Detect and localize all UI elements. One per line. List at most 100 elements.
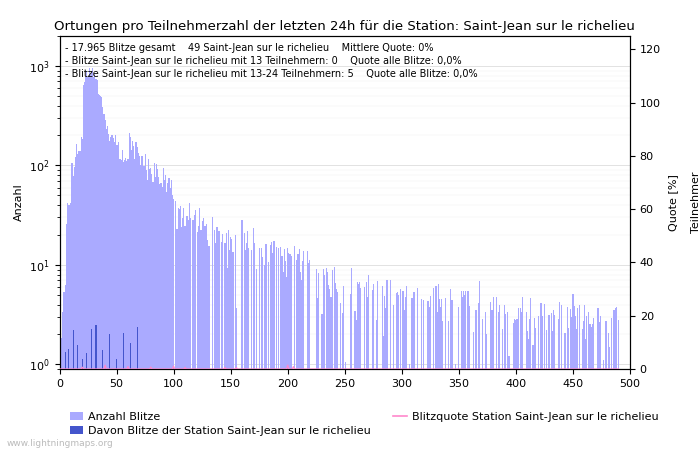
Bar [61, 338, 62, 450]
Bar [109, 141, 111, 450]
Bar [125, 158, 126, 450]
Bar [130, 343, 131, 450]
Bar [98, 94, 99, 450]
Bar [496, 297, 497, 450]
Bar [104, 120, 106, 450]
Bar [101, 97, 102, 450]
Text: www.lightningmaps.org: www.lightningmaps.org [7, 439, 113, 448]
Bar [86, 353, 88, 450]
Bar [357, 282, 358, 450]
Bar [136, 147, 138, 450]
Bar [582, 321, 584, 450]
Bar [77, 346, 78, 450]
Bar [133, 146, 134, 450]
Bar [428, 306, 430, 450]
Bar [421, 299, 422, 450]
Bar [68, 349, 69, 450]
Bar [586, 316, 587, 450]
Bar [157, 169, 158, 450]
Bar [258, 248, 260, 450]
Bar [603, 360, 604, 450]
Bar [77, 154, 78, 450]
Bar [508, 356, 510, 450]
Bar [608, 333, 609, 450]
Bar [187, 216, 188, 450]
Bar [178, 208, 180, 450]
Bar [368, 274, 370, 450]
Bar [439, 299, 440, 450]
Bar [356, 320, 357, 450]
Bar [591, 327, 592, 450]
Bar [382, 286, 383, 450]
Bar [430, 297, 431, 450]
Bar [107, 126, 108, 450]
Bar [433, 288, 434, 450]
Bar [253, 229, 254, 450]
Bar [573, 306, 575, 450]
Bar [129, 133, 130, 450]
Bar [113, 142, 115, 450]
Bar [89, 68, 90, 450]
Bar [301, 279, 302, 450]
Bar [190, 218, 191, 450]
Bar [528, 339, 529, 450]
Bar [423, 300, 424, 450]
Bar [307, 252, 308, 450]
Bar [386, 280, 388, 450]
Bar [160, 183, 162, 450]
Bar [106, 129, 107, 450]
Bar [111, 135, 113, 450]
Bar [358, 284, 359, 450]
Bar [216, 227, 218, 450]
Bar [91, 73, 92, 450]
Bar [221, 243, 222, 450]
Bar [285, 261, 286, 450]
Bar [402, 291, 403, 450]
Bar [130, 137, 131, 450]
Bar [600, 315, 601, 450]
Bar [526, 332, 528, 450]
Bar [195, 210, 196, 450]
Bar [571, 317, 573, 450]
Bar [85, 77, 86, 450]
Bar [577, 308, 578, 450]
Bar [337, 292, 339, 450]
Bar [148, 159, 149, 450]
Bar [561, 305, 562, 450]
Bar [618, 320, 620, 450]
Bar [403, 310, 405, 450]
Bar [167, 183, 169, 450]
Bar [131, 150, 132, 450]
Bar [517, 308, 519, 450]
Bar [564, 333, 566, 450]
Bar [462, 297, 463, 450]
Bar [567, 307, 568, 450]
Bar [267, 262, 269, 450]
Bar [484, 312, 486, 450]
Bar [288, 253, 289, 450]
Bar [225, 233, 227, 450]
Bar [360, 288, 361, 450]
Bar [548, 315, 550, 450]
Bar [215, 243, 216, 450]
Bar [317, 298, 318, 450]
Bar [400, 289, 401, 450]
Bar [120, 159, 122, 450]
Bar [395, 293, 397, 450]
Bar [290, 256, 292, 450]
Bar [606, 321, 607, 450]
Bar [406, 287, 407, 450]
Bar [367, 297, 368, 450]
Bar [155, 177, 156, 450]
Bar [203, 218, 204, 450]
Bar [100, 96, 101, 450]
Title: Ortungen pro Teilnehmerzahl der letzten 24h für die Station: Saint-Jean sur le r: Ortungen pro Teilnehmerzahl der letzten … [55, 20, 635, 33]
Bar [542, 316, 543, 450]
Bar [593, 318, 594, 450]
Bar [405, 297, 406, 450]
Bar [146, 170, 147, 450]
Bar [521, 312, 522, 450]
Bar [135, 142, 136, 450]
Bar [182, 218, 183, 450]
Bar [254, 243, 256, 450]
